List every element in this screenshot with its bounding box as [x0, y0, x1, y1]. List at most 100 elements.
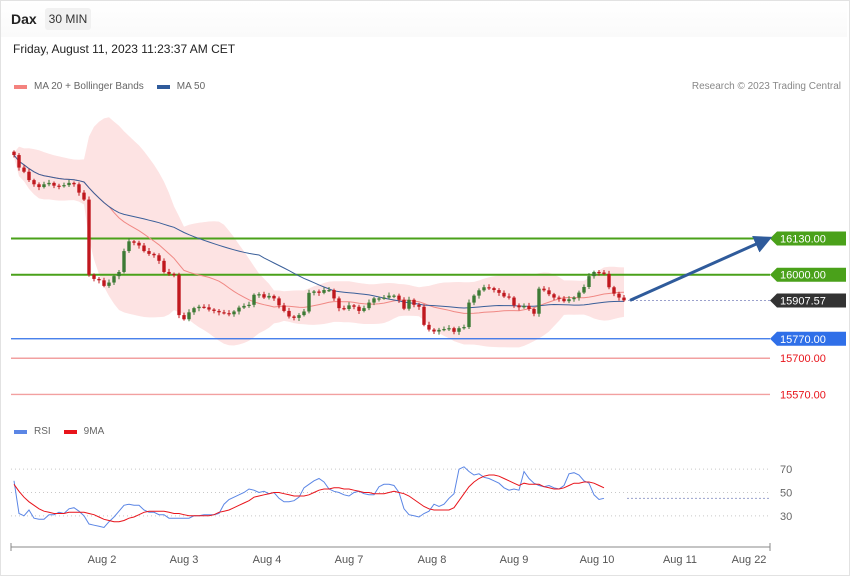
time-axis: Aug 2 Aug 3 Aug 4 Aug 7 Aug 8 Aug 9 Aug 10 Aug …	[10, 543, 771, 566]
candle-down	[137, 242, 141, 246]
candle-up	[377, 298, 381, 300]
bollinger-band-area	[14, 117, 624, 348]
candle-up	[537, 288, 541, 314]
candle-down	[492, 288, 496, 291]
candle-down	[342, 308, 346, 310]
current-price-label: 15907.57	[780, 295, 826, 307]
candle-up	[442, 329, 446, 331]
support-level-label: 15570.00	[780, 389, 826, 401]
candle-down	[102, 280, 106, 286]
resistance-level-tag	[770, 267, 846, 282]
candle-up	[577, 292, 581, 298]
candle-down	[162, 260, 166, 272]
x-tick-label: Aug 7	[335, 554, 364, 566]
chart-datetime: Friday, August 11, 2023 11:23:37 AM CET	[13, 42, 236, 56]
pivot-level-tag	[770, 331, 846, 346]
candle-down	[282, 305, 286, 311]
candle-up	[47, 182, 51, 185]
candle-down	[552, 294, 556, 298]
candle-down	[27, 171, 31, 181]
candle-down	[417, 304, 421, 307]
candle-up	[322, 290, 326, 293]
candle-up	[312, 291, 316, 293]
candle-down	[22, 167, 26, 172]
candle-down	[397, 295, 401, 300]
candle-down	[562, 298, 566, 302]
candle-up	[42, 184, 46, 188]
header-band	[1, 1, 847, 37]
support-level-label: 15700.00	[780, 353, 826, 365]
candle-down	[337, 298, 341, 309]
candle-down	[547, 290, 551, 295]
legend-swatch-ma50	[156, 84, 170, 89]
candle-down	[512, 297, 516, 306]
candle-down	[287, 310, 291, 317]
main-legend: MA 20 + Bollinger Bands MA 50	[14, 81, 205, 92]
candle-up	[247, 304, 251, 307]
candle-up	[252, 294, 256, 305]
x-tick-label: Aug 3	[170, 554, 199, 566]
candle-down	[272, 295, 276, 299]
candle-down	[292, 316, 296, 318]
candle-down	[132, 241, 136, 243]
candle-up	[232, 311, 236, 315]
candle-up	[572, 297, 576, 300]
candle-up	[242, 305, 246, 308]
candle-down	[427, 324, 431, 330]
candle-down	[212, 309, 216, 311]
resistance-level-label: 16130.00	[780, 234, 826, 246]
candle-down	[227, 313, 231, 315]
x-tick-label: Aug 4	[253, 554, 282, 566]
current-price-tag	[770, 293, 846, 308]
candle-down	[317, 291, 321, 293]
candle-up	[462, 327, 466, 329]
candle-up	[187, 312, 191, 320]
rsi-panel: 70 50 30	[11, 464, 792, 529]
instrument-name: Dax	[11, 11, 37, 27]
x-tick-label: Aug 8	[418, 554, 447, 566]
candle-up	[367, 302, 371, 309]
candle-down	[97, 278, 101, 281]
candle-down	[77, 184, 81, 193]
forecast-arrow	[629, 236, 773, 302]
candle-down	[37, 184, 41, 188]
rsi-legend: RSI 9MA	[14, 426, 104, 437]
legend-label-rsi: RSI	[34, 426, 51, 437]
candle-down	[357, 306, 361, 311]
interval-selector[interactable]: 30 MIN	[45, 8, 91, 30]
rsi-tick-label: 70	[780, 464, 792, 476]
x-tick-label: Aug 10	[580, 554, 615, 566]
candle-down	[622, 297, 626, 301]
legend-swatch-ma20	[14, 84, 27, 89]
candle-down	[497, 290, 501, 293]
candle-up	[257, 294, 261, 296]
x-tick-label: Aug 9	[500, 554, 529, 566]
candle-down	[207, 307, 211, 310]
candle-down	[142, 245, 146, 252]
candle-down	[607, 273, 611, 288]
candle-up	[197, 306, 201, 309]
candle-up	[592, 271, 596, 277]
candle-up	[387, 295, 391, 298]
candle-up	[267, 295, 271, 298]
candle-up	[587, 276, 591, 287]
candle-down	[487, 287, 491, 289]
candle-down	[262, 294, 266, 298]
x-tick-label: Aug 11	[663, 554, 697, 566]
candle-down	[92, 274, 96, 279]
candle-down	[502, 292, 506, 297]
candle-up	[117, 271, 121, 277]
candle-down	[452, 328, 456, 332]
candle-up	[457, 328, 461, 332]
candle-up	[467, 302, 471, 328]
candle-down	[612, 287, 616, 294]
pivot-level-label: 15770.00	[780, 334, 826, 346]
legend-label-9ma: 9MA	[83, 426, 105, 437]
rsi-tick-label: 30	[780, 511, 792, 523]
candle-down	[177, 274, 181, 316]
candle-down	[527, 305, 531, 309]
candle-up	[362, 308, 366, 311]
candle-down	[87, 199, 91, 275]
candle-up	[237, 307, 241, 312]
